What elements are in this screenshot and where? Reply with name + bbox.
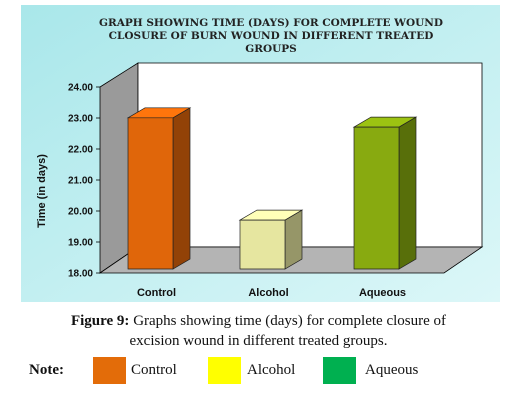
bar-alcohol [238,209,304,270]
legend-label-control: Control [131,362,177,378]
bar-control [126,107,192,270]
y-tick-label: 21.00 [68,176,93,187]
bar-front-face [353,126,400,270]
y-axis-label: Time (in days) [36,154,48,228]
chart-title-line-2: CLOSURE OF BURN WOUND IN DIFFERENT TREAT… [109,30,434,42]
y-tick-label: 24.00 [68,83,93,94]
y-tick-label: 20.00 [68,207,93,218]
note-legend: Note: Control Alcohol Aqueous [29,357,499,385]
note-label: Note: [29,362,64,378]
figure-caption: Figure 9: Graphs showing time (days) for… [0,311,517,351]
x-category-label: Aqueous [359,287,406,299]
bar-front-face [127,117,174,270]
legend-label-alcohol: Alcohol [247,362,296,378]
bar-chart: GRAPH SHOWING TIME (DAYS) FOR COMPLETE W… [21,5,500,302]
x-category-label: Alcohol [248,287,288,299]
category-labels: Control Alcohol Aqueous [137,287,406,299]
legend-label-aqueous: Aqueous [365,362,419,378]
chart-title-line-3: GROUPS [245,43,296,55]
y-tick-label: 23.00 [68,114,93,125]
legend-swatch-alcohol [208,357,241,384]
bar-side-face [398,116,417,270]
bars [126,107,418,270]
legend-swatch-aqueous [323,357,356,384]
caption-line-2: excision wound in different treated grou… [129,333,388,349]
y-tick-label: 22.00 [68,145,93,156]
bar-front-face [239,219,286,270]
y-tick-label: 18.00 [68,269,93,280]
bar-aqueous [352,116,418,270]
caption-label: Figure 9: [70,313,130,329]
legend-swatch-control [93,357,126,384]
bar-side-face [172,107,191,270]
chart-title-line-1: GRAPH SHOWING TIME (DAYS) FOR COMPLETE W… [99,17,443,29]
caption-line-1: Graphs showing time (days) for complete … [133,313,447,329]
x-category-label: Control [137,287,176,299]
chart-area: GRAPH SHOWING TIME (DAYS) FOR COMPLETE W… [21,5,500,302]
y-axis-ticks: 18.00 19.00 20.00 21.00 22.00 23.00 24.00 [68,83,100,280]
y-tick-label: 19.00 [68,238,93,249]
